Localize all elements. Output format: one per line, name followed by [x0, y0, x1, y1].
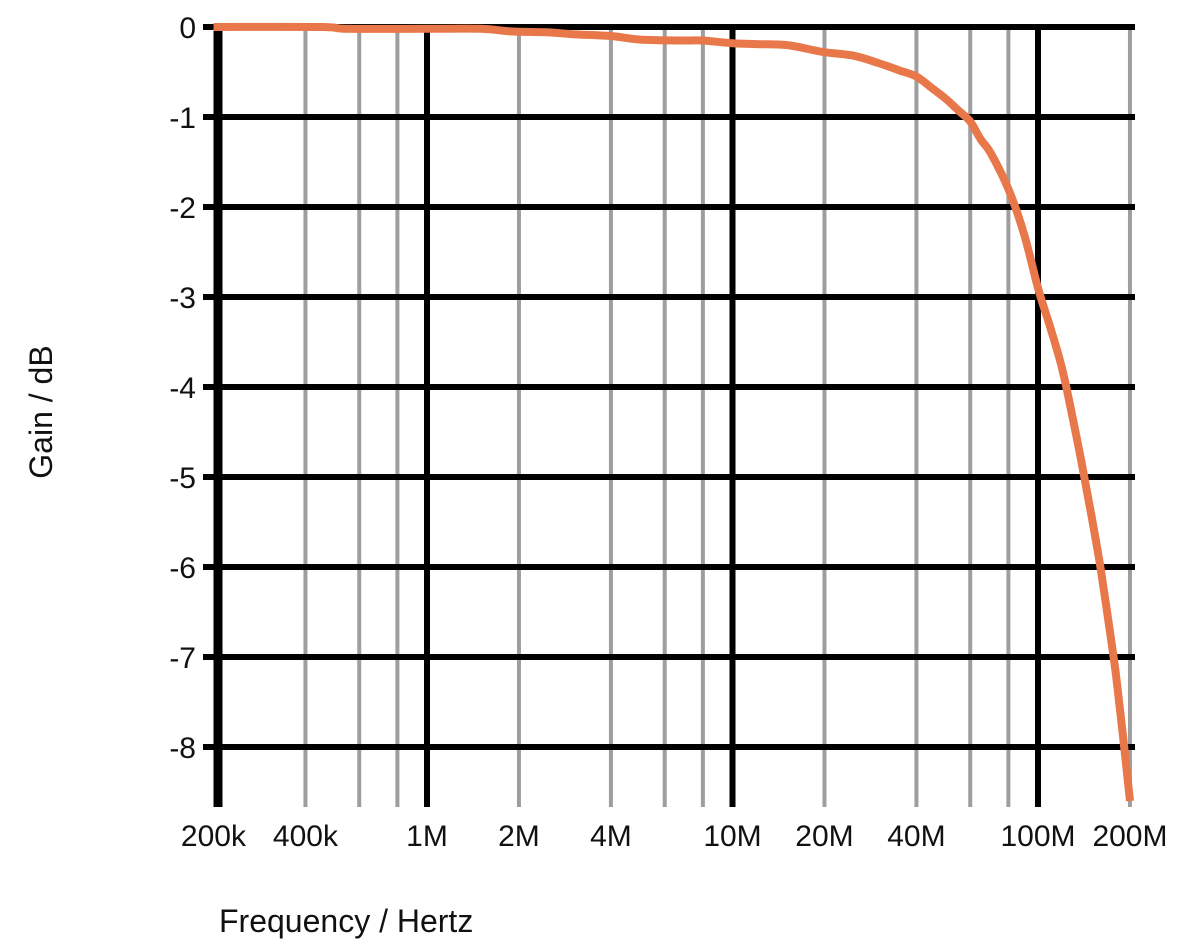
y-tick-label: 0: [179, 12, 196, 45]
major-gridlines: [424, 27, 1041, 807]
x-tick-label: 1M: [406, 820, 448, 853]
horizontal-gridlines: [203, 24, 1135, 750]
x-tick-label: 4M: [590, 820, 632, 853]
y-tick-label: -2: [169, 192, 196, 225]
x-tick-label: 10M: [703, 820, 761, 853]
y-tick-labels: 0 -1 -2 -3 -4 -5 -6 -7 -8: [169, 12, 196, 765]
gain-curve-line: [213, 22, 1134, 802]
y-tick-label: -6: [169, 552, 196, 585]
x-tick-label: 400k: [273, 820, 339, 853]
x-axis-title: Frequency / Hertz: [219, 903, 473, 939]
x-tick-label: 40M: [887, 820, 945, 853]
minor-gridlines: [303, 27, 1132, 807]
y-tick-label: -4: [169, 372, 196, 405]
y-tick-label: -5: [169, 462, 196, 495]
x-tick-labels: 200k 400k 1M 2M 4M 10M 20M 40M 100M 200M: [181, 820, 1168, 853]
x-tick-label: 20M: [795, 820, 853, 853]
y-tick-label: -3: [169, 282, 196, 315]
x-tick-label: 2M: [498, 820, 540, 853]
gain-curve: [213, 22, 1134, 802]
y-tick-label: -8: [169, 732, 196, 765]
y-axis-title: Gain / dB: [23, 345, 59, 478]
y-tick-label: -7: [169, 642, 196, 675]
x-tick-label: 200M: [1092, 820, 1167, 853]
y-tick-label: -1: [169, 102, 196, 135]
x-tick-label: 100M: [1000, 820, 1075, 853]
x-tick-label: 200k: [181, 820, 247, 853]
